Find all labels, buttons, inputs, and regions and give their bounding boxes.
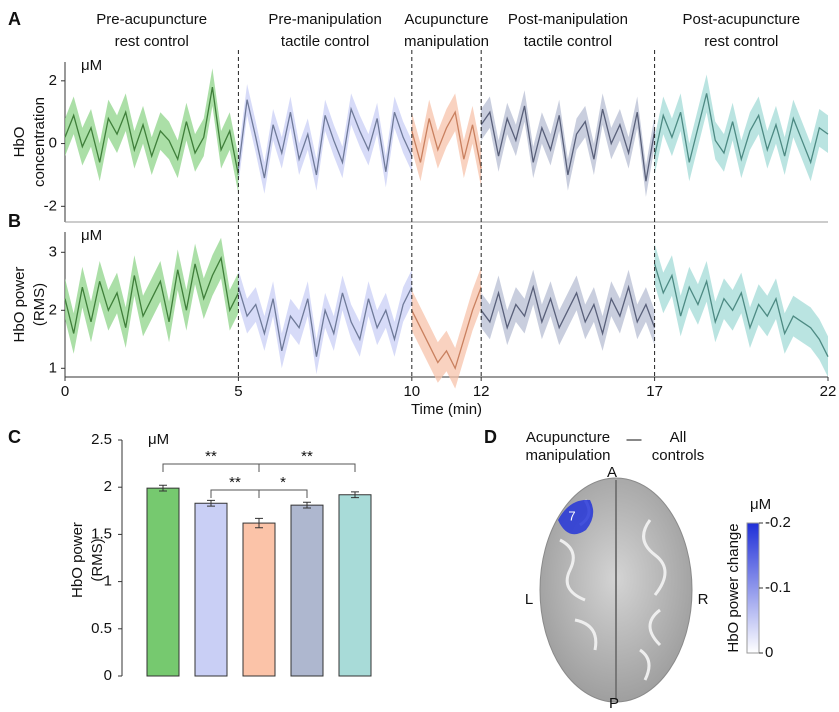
series-line <box>411 286 482 371</box>
significance-bracket <box>210 489 260 498</box>
y-tick-label: 1 <box>49 359 57 376</box>
y-tick-label: 2 <box>104 478 112 495</box>
bar <box>290 504 324 677</box>
error-bar <box>255 517 263 529</box>
bar <box>338 494 372 677</box>
error-bar <box>159 484 167 492</box>
colorbar <box>746 522 760 654</box>
y-tick-label: 1 <box>104 573 112 590</box>
error-band <box>654 243 828 377</box>
phase-label: Acupuncture <box>404 11 488 28</box>
significance-label: * <box>280 474 286 491</box>
error-bar <box>351 491 359 499</box>
colorbar-tick-label: -0.2 <box>765 514 791 531</box>
phase-label: tactile control <box>281 33 369 50</box>
bar <box>146 487 180 677</box>
series-line <box>237 286 413 357</box>
phase-label: Pre-acupuncture <box>96 11 207 28</box>
error-bar <box>207 499 215 507</box>
series-line <box>411 110 482 169</box>
unit: μM <box>81 57 102 74</box>
y-tick-label: 0 <box>104 667 112 684</box>
y-tick-label: 1.5 <box>91 525 112 542</box>
unit: μM <box>148 431 169 448</box>
y-label: HbO power <box>69 522 86 598</box>
series-line <box>653 263 829 357</box>
x-tick-label: 10 <box>403 383 420 400</box>
y-tick-label: 3 <box>49 243 57 260</box>
y-tick-label: 2 <box>49 301 57 318</box>
significance-label: ** <box>301 448 313 465</box>
series-line <box>480 105 656 182</box>
error-band <box>654 74 828 182</box>
separator: — <box>627 431 642 448</box>
y-tick-label: 0 <box>49 135 57 152</box>
y-tick-label: 2.5 <box>91 431 112 448</box>
colorbar-tick-label: 0 <box>765 644 773 661</box>
error-band <box>481 90 655 197</box>
phase-label: Post-acupuncture <box>683 11 801 28</box>
x-tick-label: 22 <box>820 383 837 400</box>
x-tick-label: 12 <box>473 383 490 400</box>
orientation: L <box>525 591 533 608</box>
error-band <box>411 93 482 188</box>
series-line <box>653 93 829 165</box>
error-band <box>65 68 239 194</box>
panel-label: D <box>484 427 497 447</box>
phase-label: manipulation <box>404 33 489 50</box>
x-tick-label: 17 <box>646 383 663 400</box>
y-label: HbO power <box>11 267 28 343</box>
unit: μM <box>81 227 102 244</box>
series-line <box>64 256 239 334</box>
phase-label: rest control <box>115 33 189 50</box>
orientation: P <box>609 695 619 712</box>
title-right: All <box>670 429 687 446</box>
y-tick-label: 2 <box>49 72 57 89</box>
series-line <box>64 86 240 176</box>
bar <box>194 502 228 677</box>
significance-label: ** <box>205 448 217 465</box>
colorbar-unit: μM <box>750 496 771 513</box>
orientation: R <box>698 591 709 608</box>
phase-label: Pre-manipulation <box>268 11 381 28</box>
significance-bracket <box>162 463 260 472</box>
orientation: A <box>607 464 617 481</box>
y-tick-label: 0.5 <box>91 620 112 637</box>
panel-label: C <box>8 427 21 447</box>
x-tick-label: 5 <box>234 383 242 400</box>
panel-label: B <box>8 211 21 231</box>
phase-label: tactile control <box>524 33 612 50</box>
channel-label: 7 <box>568 508 575 523</box>
title-left: manipulation <box>525 447 610 464</box>
phase-label: rest control <box>704 33 778 50</box>
colorbar-tick-label: -0.1 <box>765 579 791 596</box>
y-label: (RMS) <box>89 538 106 581</box>
significance-label: ** <box>229 474 241 491</box>
significance-bracket <box>258 463 356 472</box>
significance-bracket <box>258 489 308 498</box>
bar <box>242 522 276 677</box>
phase-label: Post-manipulation <box>508 11 628 28</box>
title-right: controls <box>652 447 705 464</box>
error-bar <box>303 501 311 509</box>
panel-label: A <box>8 9 21 29</box>
error-band <box>411 266 482 389</box>
y-label: (RMS) <box>31 283 48 326</box>
title-left: Acupuncture <box>526 429 610 446</box>
error-band <box>65 237 239 354</box>
error-band <box>238 83 412 194</box>
series-line <box>237 99 413 179</box>
x-tick-label: 0 <box>61 383 69 400</box>
colorbar-label: HbO power change <box>725 523 742 652</box>
y-label: concentration <box>31 97 48 187</box>
x-label: Time (min) <box>411 401 482 418</box>
y-label: HbO <box>11 127 28 158</box>
brain <box>539 477 693 703</box>
y-tick-label: -2 <box>44 197 57 214</box>
series-line <box>480 284 656 336</box>
error-band <box>238 269 412 375</box>
